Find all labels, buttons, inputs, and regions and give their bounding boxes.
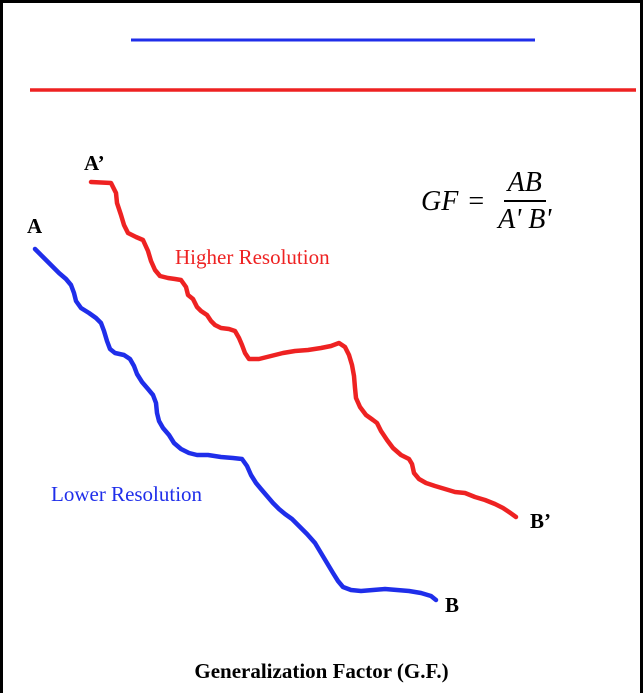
- formula-equals: =: [468, 185, 485, 217]
- figure-caption: Generalization Factor (G.F.): [194, 659, 449, 683]
- diagram-canvas: [30, 38, 636, 603]
- lower-resolution-label: Lower Resolution: [51, 482, 203, 506]
- point-label-a-prime: A’: [84, 151, 105, 175]
- formula-lhs: GF: [421, 185, 459, 217]
- point-label-a: A: [27, 214, 43, 238]
- point-label-b-prime: B’: [530, 509, 551, 533]
- formula-denominator: A' B': [498, 204, 552, 235]
- higher-resolution-label: Higher Resolution: [175, 245, 330, 269]
- lower-resolution-curve: [32, 246, 439, 603]
- generalization-factor-formula: GF = AB A' B': [421, 169, 555, 234]
- formula-numerator: AB: [503, 169, 546, 202]
- point-label-b: B: [445, 593, 460, 617]
- higher-resolution-curve: [88, 179, 519, 520]
- formula-fraction: AB A' B': [494, 169, 555, 234]
